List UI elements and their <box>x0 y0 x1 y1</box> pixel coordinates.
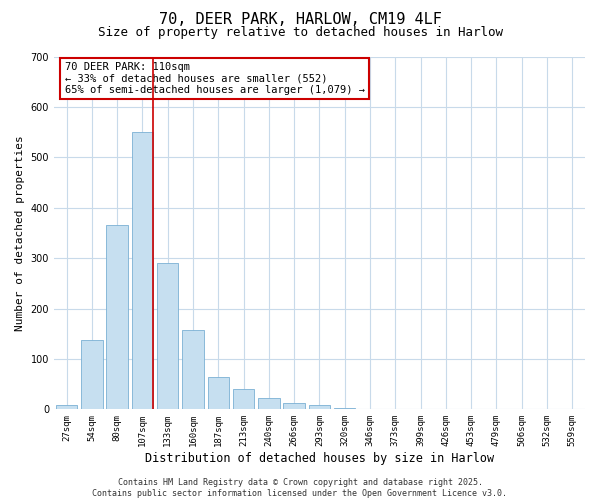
Bar <box>208 376 229 410</box>
Bar <box>233 389 254 409</box>
X-axis label: Distribution of detached houses by size in Harlow: Distribution of detached houses by size … <box>145 452 494 465</box>
Bar <box>258 398 280 409</box>
Bar <box>131 132 153 409</box>
Bar <box>334 408 355 410</box>
Text: Size of property relative to detached houses in Harlow: Size of property relative to detached ho… <box>97 26 503 39</box>
Text: 70 DEER PARK: 110sqm
← 33% of detached houses are smaller (552)
65% of semi-deta: 70 DEER PARK: 110sqm ← 33% of detached h… <box>65 62 365 95</box>
Text: 70, DEER PARK, HARLOW, CM19 4LF: 70, DEER PARK, HARLOW, CM19 4LF <box>158 12 442 28</box>
Text: Contains HM Land Registry data © Crown copyright and database right 2025.
Contai: Contains HM Land Registry data © Crown c… <box>92 478 508 498</box>
Y-axis label: Number of detached properties: Number of detached properties <box>15 135 25 331</box>
Bar <box>157 263 178 410</box>
Bar <box>309 406 330 409</box>
Bar <box>106 226 128 410</box>
Bar <box>283 403 305 409</box>
Bar <box>81 340 103 409</box>
Bar <box>182 330 204 409</box>
Bar <box>56 406 77 409</box>
